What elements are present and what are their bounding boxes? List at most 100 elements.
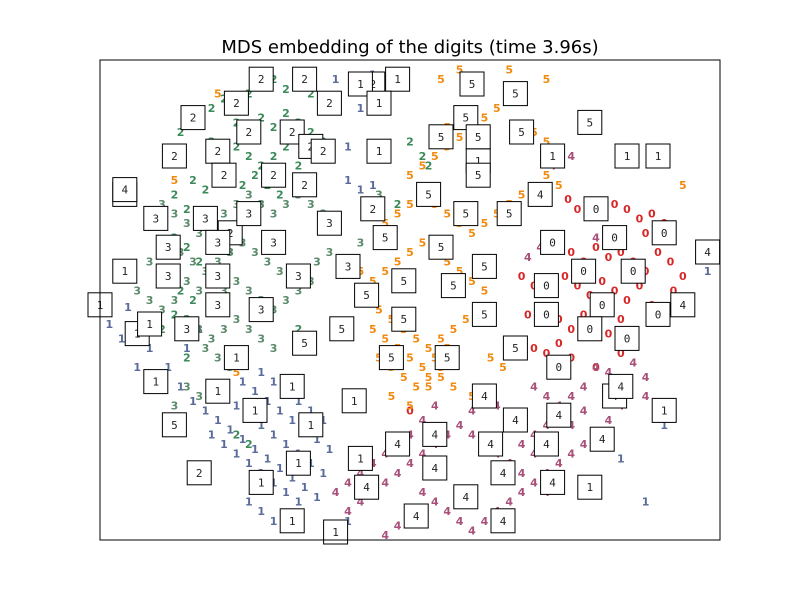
thumbnail-digit-glyph: 1: [661, 404, 668, 417]
digit-0-point: 0: [667, 256, 675, 269]
digit-5-point: 5: [233, 366, 241, 379]
thumbnail-digit-glyph: 1: [332, 526, 339, 539]
thumbnail-frame: [112, 177, 138, 203]
thumbnail-digit-glyph: 1: [376, 97, 383, 110]
digit-1-point: 1: [270, 376, 278, 389]
digit-5-thumbnail: 5: [502, 81, 528, 107]
thumbnail-frame: [285, 450, 311, 476]
thumbnail-digit-glyph: 3: [258, 304, 265, 317]
digit-2-point: 2: [245, 438, 253, 451]
digit-5-point: 5: [388, 390, 396, 403]
digit-5-thumbnail: 5: [496, 201, 522, 227]
digit-3-point: 3: [171, 208, 179, 221]
digit-2-point: 2: [189, 294, 197, 307]
digit-2-point: 2: [282, 83, 290, 96]
thumbnail-frame: [496, 201, 522, 227]
thumbnail-frame: [385, 66, 411, 92]
digit-3-thumbnail: 3: [285, 263, 311, 289]
thumbnail-digit-glyph: 1: [252, 404, 259, 417]
digit-4-point: 4: [567, 150, 575, 163]
digit-2-point: 2: [419, 150, 427, 163]
digit-2-thumbnail: 2: [316, 90, 342, 116]
digit-3-point: 3: [357, 236, 365, 249]
thumbnail-frame: [248, 297, 274, 323]
thumbnail-frame: [422, 421, 448, 447]
digit-4-thumbnail: 4: [490, 508, 516, 534]
digit-0-thumbnail: 0: [540, 229, 566, 255]
digit-2-thumbnail: 2: [236, 119, 262, 145]
digit-5-point: 5: [406, 352, 414, 365]
digit-2-thumbnail: 2: [223, 90, 249, 116]
thumbnail-digit-glyph: 4: [704, 246, 711, 259]
digit-3-point: 3: [313, 256, 321, 269]
thumbnail-digit-glyph: 2: [270, 169, 277, 182]
digit-4-point: 4: [642, 390, 650, 403]
digit-4-point: 4: [555, 457, 563, 470]
digit-0-point: 0: [642, 227, 650, 240]
digit-3-point: 3: [282, 294, 290, 307]
digit-4-thumbnail: 4: [608, 373, 634, 399]
digit-2-thumbnail: 2: [248, 66, 274, 92]
thumbnail-frame: [366, 138, 392, 164]
thumbnail-frame: [248, 66, 274, 92]
thumbnail-digit-glyph: 3: [202, 212, 209, 225]
digit-3-point: 3: [202, 342, 210, 355]
thumbnail-frame: [285, 263, 311, 289]
thumbnail-frame: [453, 201, 479, 227]
digit-5-point: 5: [456, 64, 464, 77]
digit-0-point: 0: [580, 308, 588, 321]
thumbnail-frame: [335, 253, 361, 279]
digit-2-point: 2: [257, 112, 265, 125]
thumbnail-frame: [316, 210, 342, 236]
digit-4-thumbnail: 4: [589, 426, 615, 452]
digit-2-thumbnail: 2: [292, 172, 318, 198]
thumbnail-digit-glyph: 2: [245, 126, 252, 139]
thumbnail-frame: [540, 469, 566, 495]
digit-4-thumbnail: 4: [546, 402, 572, 428]
digit-0-thumbnail: 0: [614, 325, 640, 351]
digit-5-thumbnail: 5: [577, 109, 603, 135]
digit-4-point: 4: [344, 476, 352, 489]
thumbnail-digit-glyph: 4: [413, 510, 420, 523]
digit-1-thumbnail: 1: [651, 397, 677, 423]
thumbnail-digit-glyph: 2: [289, 126, 296, 139]
thumbnail-frame: [645, 143, 671, 169]
digit-4-point: 4: [580, 404, 588, 417]
thumbnail-digit-glyph: 4: [679, 299, 686, 312]
digit-5-point: 5: [406, 246, 414, 259]
thumbnail-digit-glyph: 4: [500, 467, 507, 480]
digit-3-point: 3: [183, 217, 191, 230]
digit-0-point: 0: [555, 313, 563, 326]
digit-5-thumbnail: 5: [509, 119, 535, 145]
digit-1-point: 1: [617, 452, 625, 465]
thumbnail-digit-glyph: 0: [593, 203, 600, 216]
digit-5-point: 5: [555, 179, 563, 192]
thumbnail-digit-glyph: 1: [233, 352, 240, 365]
thumbnail-frame: [509, 119, 535, 145]
digit-0-point: 0: [611, 198, 619, 211]
digit-2-thumbnail: 2: [161, 143, 187, 169]
digit-0-point: 0: [679, 270, 687, 283]
digit-2-point: 2: [171, 308, 179, 321]
thumbnail-frame: [577, 316, 603, 342]
digit-4-point: 4: [431, 496, 439, 509]
digit-3-point: 3: [245, 284, 253, 297]
thumbnail-digit-glyph: 4: [462, 491, 469, 504]
thumbnail-digit-glyph: 0: [599, 299, 606, 312]
digit-5-thumbnail: 5: [428, 234, 454, 260]
digit-1-point: 1: [344, 140, 352, 153]
digit-3-point: 3: [195, 284, 203, 297]
digit-0-point: 0: [567, 323, 575, 336]
digit-4-thumbnail: 4: [490, 460, 516, 486]
thumbnail-digit-glyph: 4: [500, 515, 507, 528]
digit-3-point: 3: [375, 188, 383, 201]
digit-3-thumbnail: 3: [143, 205, 169, 231]
thumbnail-frame: [391, 306, 417, 332]
digit-1-point: 1: [233, 400, 241, 413]
thumbnail-frame: [236, 119, 262, 145]
thumbnail-digit-glyph: 1: [289, 515, 296, 528]
digit-2-point: 2: [177, 126, 185, 139]
digit-2-point: 2: [183, 352, 191, 365]
thumbnail-frame: [223, 90, 249, 116]
